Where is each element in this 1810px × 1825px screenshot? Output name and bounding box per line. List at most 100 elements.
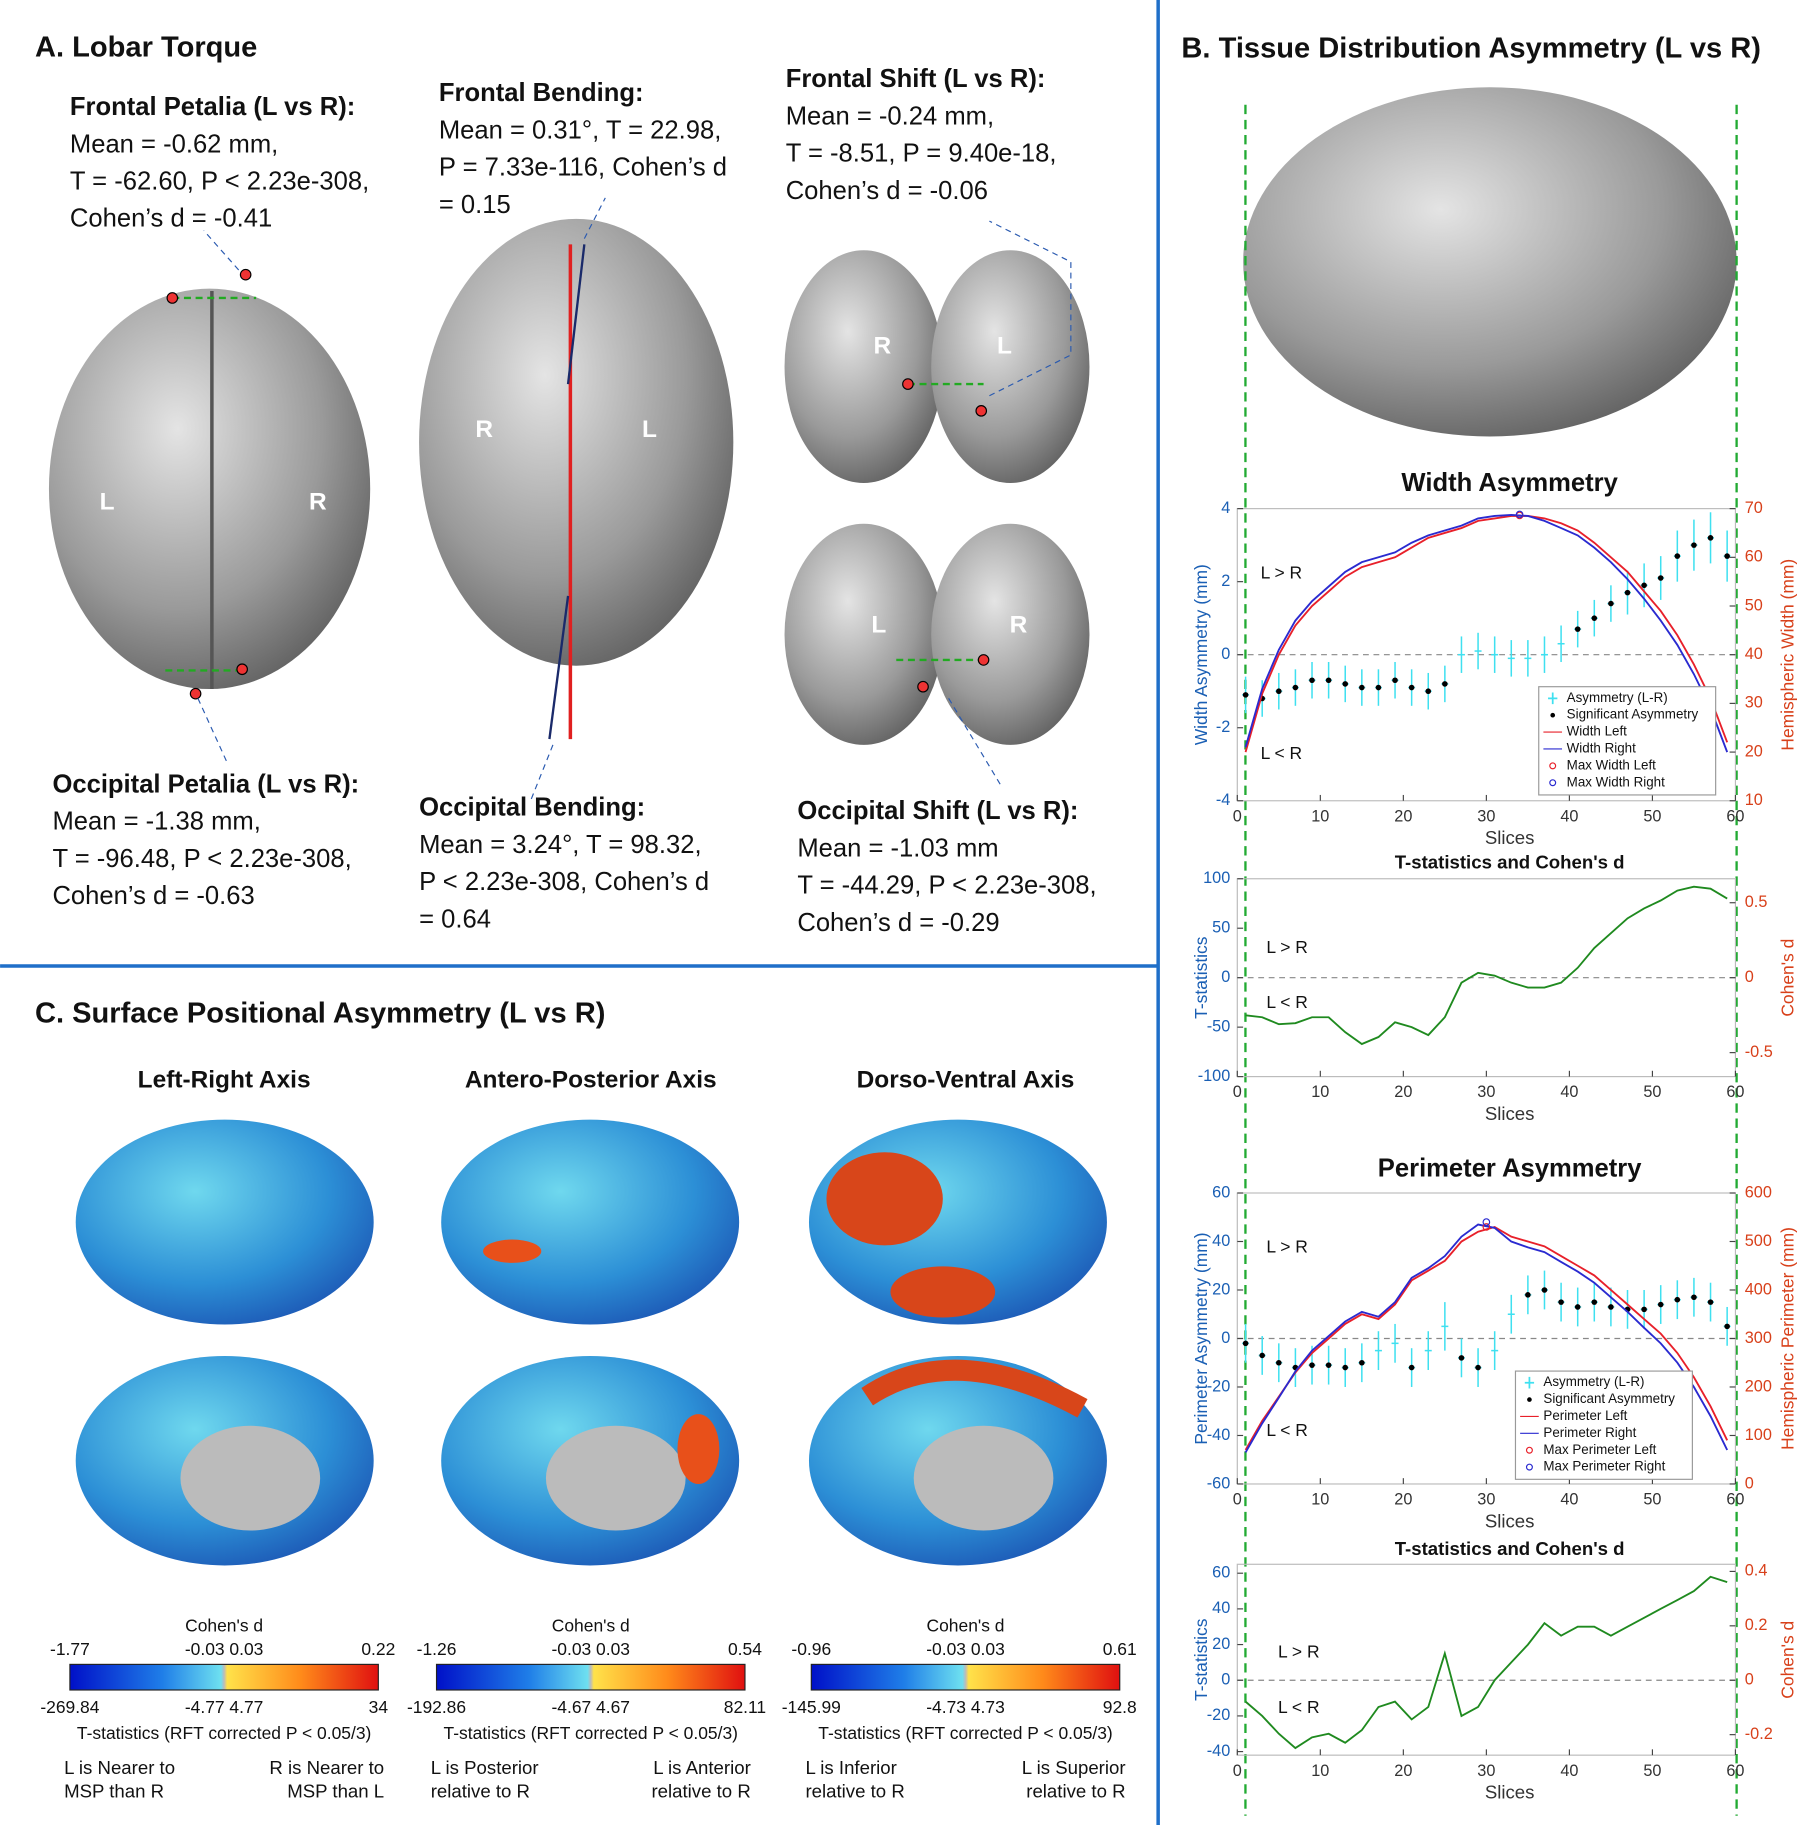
x-axis-label: Slices	[1485, 1510, 1535, 1531]
x-axis-label: Slices	[1485, 827, 1535, 848]
y-tick-label: 20	[1212, 1635, 1230, 1653]
x-tick-label: 20	[1394, 1491, 1412, 1509]
colorbar-caption: T-statistics (RFT corrected P < 0.05/3)	[444, 1723, 738, 1743]
annotation: L > R	[1278, 1641, 1320, 1661]
series-line	[1244, 1225, 1729, 1451]
legend-marker	[1550, 712, 1556, 718]
legend-box	[1538, 686, 1717, 796]
x-tick-label: 40	[1560, 807, 1578, 825]
significant-point	[1674, 1296, 1681, 1303]
y-tick-label: -50	[1207, 1017, 1231, 1035]
colorbar-tick: 0.54	[728, 1639, 762, 1659]
axis-note: R is Nearer to	[269, 1757, 384, 1778]
column-title: Left-Right Axis	[138, 1067, 311, 1094]
x-tick-label: 60	[1726, 1762, 1744, 1780]
y2-tick-label: 400	[1745, 1280, 1772, 1298]
axis-note: L is Nearer to	[64, 1757, 175, 1778]
y-tick-label: -100	[1198, 1067, 1231, 1085]
column-title: Dorso-Ventral Axis	[857, 1067, 1075, 1094]
colorbar-tick: -0.03 0.03	[551, 1639, 630, 1659]
legend-entry: Significant Asymmetry	[1567, 707, 1699, 722]
x-tick-label: 30	[1477, 1083, 1495, 1101]
significant-point	[1408, 1364, 1415, 1371]
significant-point	[1574, 626, 1581, 632]
colorbar-tick: -192.86	[407, 1697, 466, 1717]
colorbar	[69, 1663, 379, 1691]
brain-illustrations	[48, 87, 1738, 1816]
annotation-heading: Occipital Shift (L vs R):	[797, 797, 1078, 825]
chart-title: T-statistics and Cohen's d	[1395, 852, 1625, 873]
legend-entry: Perimeter Right	[1543, 1425, 1636, 1440]
annotation-line: Mean = -0.62 mm,	[70, 130, 278, 158]
x-tick-label: 30	[1477, 1491, 1495, 1509]
annotation-line: T = -44.29, P < 2.23e-308,	[797, 872, 1096, 900]
y2-tick-label: 40	[1745, 645, 1763, 663]
colorbar-tick: -0.96	[791, 1639, 831, 1659]
x-tick-label: 0	[1233, 1491, 1242, 1509]
significant-point	[1309, 677, 1315, 684]
y-tick-label: -2	[1216, 718, 1230, 736]
y2-tick-label: 500	[1745, 1232, 1772, 1250]
significant-point	[1359, 684, 1365, 691]
y-tick-label: 0	[1221, 968, 1230, 986]
axis-note: L is Inferior	[805, 1757, 896, 1778]
colorbar-tick: -4.67 4.67	[551, 1697, 630, 1717]
significant-point	[1458, 1355, 1465, 1361]
legend-marker	[1525, 1463, 1533, 1471]
significant-point	[1558, 1299, 1564, 1305]
chart-title: T-statistics and Cohen's d	[1395, 1538, 1625, 1559]
y2-tick-label: 0.2	[1745, 1616, 1768, 1634]
x-tick-label: 20	[1394, 807, 1412, 825]
y-tick-label: 40	[1212, 1599, 1230, 1617]
y2-tick-label: 0	[1745, 968, 1754, 986]
y2-tick-label: 0.4	[1745, 1562, 1768, 1580]
series-line	[1244, 513, 1729, 753]
annotation-line: P = 7.33e-116, Cohen’s d	[439, 154, 727, 182]
series-line	[1245, 885, 1728, 1046]
y2-axis-label: Hemispheric Width (mm)	[1778, 559, 1798, 751]
annotation-line: Cohen’s d = -0.29	[797, 909, 999, 937]
content: A. Lobar Torque Frontal Petalia (L vs R):…	[35, 32, 1798, 1803]
y2-tick-label: 10	[1745, 791, 1763, 809]
significant-point	[1342, 681, 1349, 687]
max-point	[1482, 1223, 1491, 1231]
column-title: Antero-Posterior Axis	[465, 1067, 717, 1094]
significant-point	[1475, 1364, 1481, 1371]
axis-note: relative to R	[1026, 1780, 1125, 1801]
y-tick-label: -60	[1207, 1474, 1231, 1492]
annotation: L < R	[1261, 743, 1303, 763]
brain-label: L	[871, 612, 886, 639]
significant-point	[1641, 582, 1647, 589]
significant-point	[1525, 1292, 1531, 1298]
y-tick-label: -4	[1216, 791, 1230, 809]
max-point	[1515, 510, 1524, 519]
x-tick-label: 30	[1477, 807, 1495, 825]
significant-point	[1574, 1304, 1581, 1310]
legend-marker	[1524, 1376, 1535, 1389]
annotation-line: Mean = -0.24 mm,	[786, 102, 994, 130]
annotation-line: P < 2.23e-308, Cohen’s d	[419, 868, 709, 896]
y-tick-label: 60	[1212, 1564, 1230, 1582]
legend-marker	[1527, 1397, 1532, 1402]
y2-tick-label: 0	[1745, 1474, 1754, 1492]
legend-entry: Max Perimeter Left	[1543, 1442, 1656, 1457]
colorbar-tick: -4.77 4.77	[185, 1697, 264, 1717]
significant-point	[1707, 535, 1714, 541]
annotation-line: Cohen’s d = -0.06	[786, 177, 988, 205]
y-tick-label: 0	[1221, 1671, 1230, 1689]
significant-point	[1242, 692, 1249, 698]
significant-point	[1442, 681, 1448, 687]
legend-entry: Perimeter Left	[1543, 1408, 1627, 1423]
x-axis-label: Slices	[1485, 1781, 1535, 1802]
y-axis-label: Perimeter Asymmetry (mm)	[1191, 1232, 1211, 1444]
colorbar-tick: 0.61	[1103, 1639, 1137, 1659]
annotation-line: Cohen’s d = -0.63	[52, 882, 254, 910]
significant-point	[1691, 1294, 1697, 1301]
x-tick-label: 10	[1311, 1762, 1329, 1780]
brain-label: L	[997, 332, 1012, 359]
legend-box	[1514, 1370, 1693, 1480]
x-tick-label: 20	[1394, 1083, 1412, 1101]
colorbar-tick: 34	[369, 1697, 389, 1717]
x-tick-label: 60	[1726, 807, 1744, 825]
y-tick-label: 60	[1212, 1183, 1230, 1201]
